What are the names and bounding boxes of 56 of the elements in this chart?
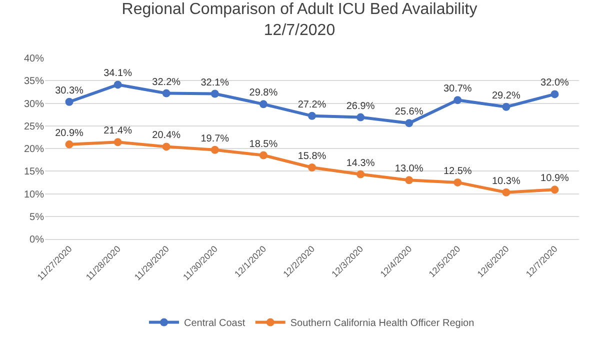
data-label: 25.6%: [394, 106, 424, 118]
point: [550, 186, 559, 194]
point: [210, 90, 219, 98]
data-label: 18.5%: [249, 138, 278, 150]
data-label: 20.9%: [55, 128, 84, 139]
data-label: 30.3%: [55, 85, 84, 96]
point: [356, 113, 365, 122]
y-tick-label: 10%: [24, 189, 44, 200]
y-tick-label: 15%: [24, 166, 44, 178]
data-label: 29.8%: [249, 88, 278, 99]
point: [502, 188, 510, 196]
legend-label: Central Coast: [184, 318, 246, 330]
data-label: 10.9%: [540, 173, 570, 184]
data-label: 12.5%: [443, 166, 472, 177]
y-tick-label: 40%: [24, 54, 44, 64]
point: [454, 96, 462, 104]
data-label: 21.4%: [104, 126, 132, 137]
y-tick-label: 30%: [24, 98, 44, 110]
data-label: 34.1%: [104, 68, 132, 80]
y-tick-label: 5%: [30, 212, 44, 223]
point: [405, 119, 414, 128]
point: [405, 176, 414, 184]
data-label: 32.2%: [152, 76, 181, 88]
chart-title: Regional Comparison of Adult ICU Bed Availability 12/7/2020: [122, 0, 478, 39]
data-label: 26.9%: [346, 100, 375, 112]
data-label: 14.3%: [346, 158, 375, 169]
point: [454, 178, 462, 186]
point: [210, 146, 219, 154]
legend-label: Southern California Health Officer Region: [290, 318, 474, 330]
point: [65, 98, 74, 106]
data-label: 29.2%: [492, 90, 520, 102]
y-tick-label: 0%: [30, 234, 44, 246]
point: [162, 89, 170, 98]
point: [550, 90, 559, 98]
data-label: 27.2%: [298, 99, 326, 110]
data-label: 10.3%: [492, 176, 520, 187]
y-tick-label: 20%: [24, 144, 44, 155]
point: [65, 140, 74, 148]
point: [162, 142, 170, 151]
data-label: 32.0%: [540, 78, 570, 89]
point: [356, 170, 365, 178]
data-label: 20.4%: [152, 130, 181, 142]
point: [259, 151, 268, 160]
data-label: 32.1%: [200, 77, 230, 88]
point: [259, 100, 268, 108]
y-tick-label: 25%: [24, 121, 44, 132]
data-label: 19.7%: [200, 133, 230, 144]
point: [114, 80, 122, 89]
point: [308, 112, 316, 120]
data-label: 30.7%: [443, 84, 472, 95]
data-label: 15.8%: [298, 151, 326, 162]
point: [308, 164, 316, 172]
point: [114, 138, 122, 146]
y-tick-label: 35%: [24, 76, 44, 88]
point: [502, 102, 510, 111]
data-label: 13.0%: [394, 164, 424, 175]
